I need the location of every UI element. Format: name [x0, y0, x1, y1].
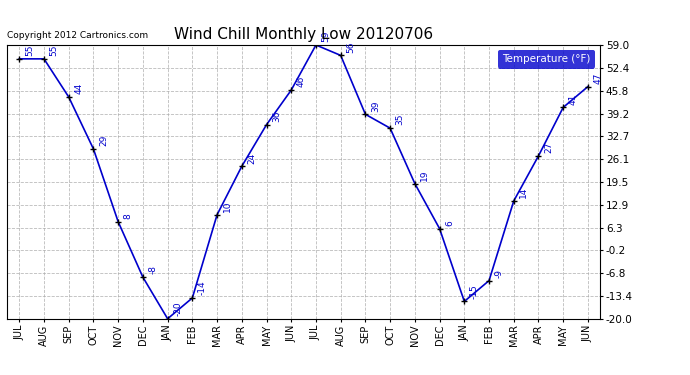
Text: 8: 8	[124, 213, 132, 219]
Text: 35: 35	[395, 114, 405, 125]
Text: -9: -9	[495, 269, 504, 278]
Text: -14: -14	[198, 280, 207, 295]
Text: -8: -8	[148, 266, 157, 274]
Text: 24: 24	[247, 152, 257, 164]
Text: 56: 56	[346, 41, 355, 53]
Text: 44: 44	[75, 83, 83, 94]
Text: -15: -15	[470, 284, 479, 298]
Text: Copyright 2012 Cartronics.com: Copyright 2012 Cartronics.com	[7, 30, 148, 39]
Text: 29: 29	[99, 135, 108, 146]
Text: 27: 27	[544, 142, 553, 153]
Text: 10: 10	[223, 201, 232, 212]
Title: Wind Chill Monthly Low 20120706: Wind Chill Monthly Low 20120706	[174, 27, 433, 42]
Text: 14: 14	[520, 187, 529, 198]
Text: 39: 39	[371, 100, 380, 111]
Text: 36: 36	[272, 110, 281, 122]
Text: 46: 46	[297, 76, 306, 87]
Text: 47: 47	[593, 72, 602, 84]
Text: 41: 41	[569, 93, 578, 105]
Text: 19: 19	[420, 170, 429, 181]
Text: 59: 59	[322, 31, 331, 42]
Legend: Temperature (°F): Temperature (°F)	[498, 50, 595, 69]
Text: -20: -20	[173, 302, 182, 316]
Text: 6: 6	[445, 220, 454, 226]
Text: 55: 55	[25, 45, 34, 56]
Text: 55: 55	[50, 45, 59, 56]
